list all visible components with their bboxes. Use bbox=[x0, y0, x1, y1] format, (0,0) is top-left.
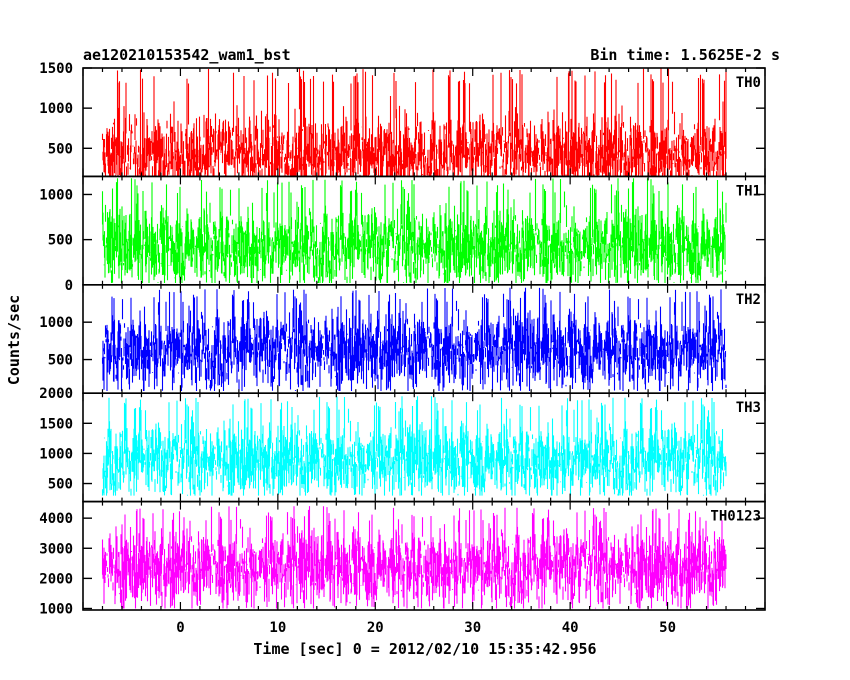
y-tick-label: 1500 bbox=[39, 61, 73, 77]
panel-label-th0: TH0 bbox=[736, 75, 761, 91]
y-tick-label: 1000 bbox=[39, 601, 73, 617]
panel-frame-th0123 bbox=[82, 500, 766, 611]
y-tick-label: 4000 bbox=[39, 511, 73, 527]
y-tick-label: 2000 bbox=[39, 386, 73, 402]
y-tick-label: 1000 bbox=[39, 315, 73, 331]
y-axis-label: Counts/sec bbox=[5, 295, 23, 385]
x-tick-label: 40 bbox=[562, 620, 579, 636]
y-tick-label: 1000 bbox=[39, 446, 73, 462]
y-tick-label: 0 bbox=[65, 278, 73, 294]
chart-title-left: ae120210153542_wam1_bst bbox=[83, 46, 291, 64]
y-tick-label: 1000 bbox=[39, 101, 73, 117]
series-trace-th0 bbox=[101, 68, 727, 177]
y-tick-label: 500 bbox=[48, 477, 73, 493]
x-tick-label: 30 bbox=[464, 620, 481, 636]
x-tick-label: 20 bbox=[367, 620, 384, 636]
x-tick-label: 0 bbox=[176, 620, 184, 636]
panel-label-th2: TH2 bbox=[736, 292, 761, 308]
y-tick-label: 3000 bbox=[39, 541, 73, 557]
chart-title-right: Bin time: 1.5625E-2 s bbox=[590, 46, 780, 64]
series-trace-th2 bbox=[101, 287, 727, 391]
y-tick-label: 2000 bbox=[39, 571, 73, 587]
x-tick-label: 10 bbox=[269, 620, 286, 636]
x-tick-label: 50 bbox=[659, 620, 676, 636]
y-tick-label: 500 bbox=[48, 353, 73, 369]
panel-label-th1: TH1 bbox=[736, 183, 761, 199]
x-axis-label: Time [sec] 0 = 2012/02/10 15:35:42.956 bbox=[253, 640, 596, 658]
series-trace-th1 bbox=[101, 178, 727, 283]
series-trace-th3 bbox=[101, 396, 727, 496]
y-tick-label: 500 bbox=[48, 141, 73, 157]
panel-label-th3: TH3 bbox=[736, 400, 761, 416]
y-tick-label: 1000 bbox=[39, 187, 73, 203]
y-tick-label: 1500 bbox=[39, 416, 73, 432]
series-trace-th0123 bbox=[101, 506, 727, 609]
panel-label-th0123: TH0123 bbox=[710, 509, 761, 525]
y-tick-label: 500 bbox=[48, 233, 73, 249]
